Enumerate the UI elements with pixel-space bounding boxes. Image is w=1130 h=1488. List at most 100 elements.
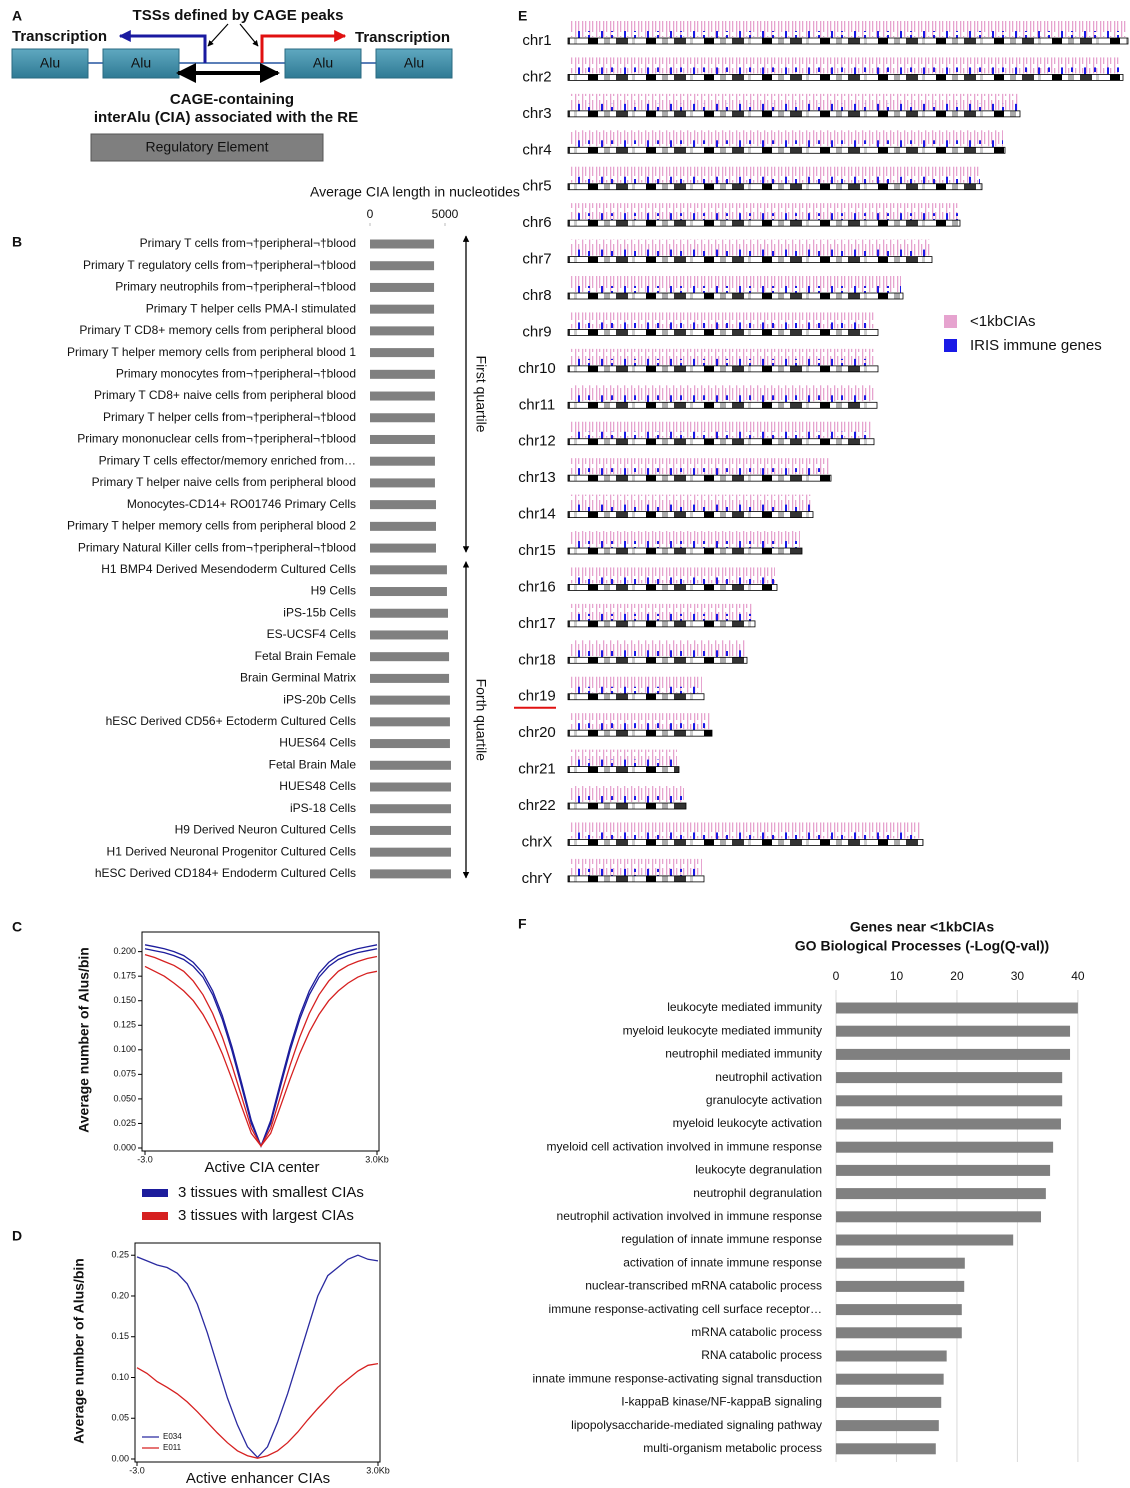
y-tick-label: multi-organism metabolic process xyxy=(643,1441,822,1455)
y-tick-label: neutrophil mediated immunity xyxy=(665,1047,822,1061)
plot-frame xyxy=(141,931,380,1152)
bar xyxy=(836,1164,1051,1176)
legend-label: E034 xyxy=(163,1432,182,1441)
panel-a-diagram: Alu Alu Alu Alu Transcription Transcript… xyxy=(11,7,453,162)
x-tick-label: 20 xyxy=(950,969,964,983)
immune-genes xyxy=(570,286,901,295)
line-series xyxy=(144,953,378,1148)
bar xyxy=(836,1327,962,1339)
x-tick-label: 0 xyxy=(833,969,840,983)
immune-genes xyxy=(570,577,775,586)
y-tick-label: 0.200 xyxy=(113,946,136,956)
cia-label: interAlu (CIA) associated with the RE xyxy=(94,109,358,126)
chromosome-label: chr4 xyxy=(522,141,551,158)
bar xyxy=(836,1373,944,1385)
line-series xyxy=(136,1254,379,1459)
chromosome-label: chrX xyxy=(522,833,553,850)
bar xyxy=(370,587,447,597)
bar xyxy=(836,1141,1054,1153)
y-tick-label: HUES48 Cells xyxy=(279,779,356,793)
y-tick-label: Primary neutrophils from¬†peripheral¬†bl… xyxy=(115,280,356,294)
x-tick-label: 0 xyxy=(367,207,374,221)
bar xyxy=(370,434,435,444)
bar xyxy=(370,804,451,814)
bar xyxy=(836,1188,1046,1200)
y-tick-label: H9 Cells xyxy=(311,584,356,598)
bar xyxy=(370,717,450,727)
immune-genes xyxy=(570,468,829,477)
y-tick-label: Primary Natural Killer cells from¬†perip… xyxy=(78,540,356,554)
y-tick-label: 0.175 xyxy=(113,971,136,981)
y-tick-label: Primary T helper cells PMA-I stimulated xyxy=(146,301,356,315)
chromosome-label: chr8 xyxy=(522,287,551,304)
bar xyxy=(836,1234,1014,1246)
y-tick-label: Primary T helper naive cells from periph… xyxy=(92,475,356,489)
transcription-label: Transcription xyxy=(12,28,107,45)
y-tick-label: innate immune response-activating signal… xyxy=(533,1371,823,1385)
y-tick-label: 0.05 xyxy=(111,1413,129,1423)
chromosome xyxy=(567,620,756,628)
bar xyxy=(370,543,436,553)
y-tick-label: neutrophil activation xyxy=(715,1070,822,1084)
y-tick-label: Primary monocytes from¬†peripheral¬†bloo… xyxy=(116,366,356,380)
y-tick-label: mRNA catabolic process xyxy=(691,1325,822,1339)
chromosome xyxy=(567,37,1129,45)
y-tick-label: Primary T regulatory cells from¬†periphe… xyxy=(83,258,356,272)
x-tick-label: 3.0Kb xyxy=(366,1465,390,1475)
y-tick-label: iPS-18 Cells xyxy=(290,801,356,815)
y-tick-label: Primary T helper memory cells from perip… xyxy=(67,345,356,359)
immune-genes xyxy=(570,67,1121,76)
panel-label: E xyxy=(518,8,527,24)
chromosome xyxy=(567,401,878,409)
y-tick-label: 0.100 xyxy=(113,1044,136,1054)
y-tick-label: myeloid leukocyte mediated immunity xyxy=(623,1023,822,1037)
x-axis-label: Active CIA center xyxy=(204,1159,319,1176)
legend-label: 3 tissues with largest CIAs xyxy=(178,1207,354,1224)
y-tick-label: ES-UCSF4 Cells xyxy=(267,627,356,641)
y-tick-label: 0.050 xyxy=(113,1093,136,1103)
immune-genes xyxy=(570,613,753,622)
chromosome xyxy=(567,219,961,227)
bar xyxy=(370,760,451,770)
bar xyxy=(836,1002,1078,1014)
line-series xyxy=(144,948,378,1148)
alu-label: Alu xyxy=(40,55,60,71)
bar xyxy=(370,782,451,792)
y-tick-label: nuclear-transcribed mRNA catabolic proce… xyxy=(585,1279,822,1293)
bar xyxy=(836,1420,939,1432)
bar xyxy=(370,282,435,292)
alu-label: Alu xyxy=(313,55,333,71)
bar xyxy=(370,739,450,749)
y-tick-label: myeloid leukocyte activation xyxy=(673,1116,822,1130)
line-series xyxy=(136,1362,379,1459)
chromosome xyxy=(567,693,705,701)
y-tick-label: 0.025 xyxy=(113,1118,136,1128)
immune-genes xyxy=(570,31,1126,39)
chromosome-label: chr2 xyxy=(522,68,551,85)
cia-label: CAGE-containing xyxy=(170,91,294,108)
chromosome xyxy=(567,547,803,555)
chromosome-label: chr17 xyxy=(518,615,556,632)
pointer xyxy=(207,23,229,47)
regulatory-element-box xyxy=(90,133,324,162)
chromosome xyxy=(567,802,687,810)
chromosome-label: chr7 xyxy=(522,251,551,268)
y-tick-label: 0.125 xyxy=(113,1020,136,1030)
bar xyxy=(370,652,450,662)
y-tick-label: Primary T cells effector/memory enriched… xyxy=(99,453,356,467)
tss-label: TSSs defined by CAGE peaks xyxy=(133,7,344,24)
x-tick-label: 5000 xyxy=(432,207,459,221)
chromosome-label: chr18 xyxy=(518,651,556,668)
y-tick-label: 0.10 xyxy=(111,1372,129,1382)
alu-box xyxy=(375,48,453,79)
immune-genes xyxy=(570,103,1018,112)
y-tick-label: Primary T cells from¬†peripheral¬†blood xyxy=(140,236,356,250)
y-tick-label: hESC Derived CD56+ Ectoderm Cultured Cel… xyxy=(106,714,356,728)
bar xyxy=(836,1118,1061,1130)
y-tick-label: Primary T CD8+ memory cells from periphe… xyxy=(79,323,356,337)
line-series xyxy=(144,965,378,1148)
alu-box xyxy=(11,48,89,79)
chromosome xyxy=(567,729,713,737)
y-tick-label: 0.075 xyxy=(113,1069,136,1079)
panel-label: C xyxy=(12,919,22,935)
